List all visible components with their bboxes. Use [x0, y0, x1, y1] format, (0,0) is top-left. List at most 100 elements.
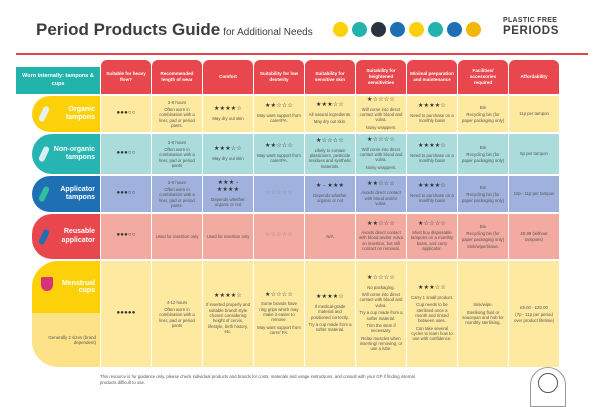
- column-header: Facilities/ accessories required: [458, 60, 508, 94]
- star-rating: ★★★★☆: [418, 183, 446, 190]
- table-cell: ★★★☆☆ May dry out skin: [203, 134, 253, 174]
- star-rating: ★★☆☆☆: [367, 180, 395, 187]
- row-label-text: Menstrual cups: [61, 280, 95, 294]
- table-cell: ★ - ★★★ Depends whether organic or not: [305, 176, 355, 212]
- cups-label: Menstrual cups: [32, 261, 100, 313]
- title-subtitle: for Additional Needs: [223, 27, 313, 38]
- cell-text: Often worn in combination with a liner, …: [159, 106, 195, 129]
- cell-text: Bin: [479, 104, 487, 110]
- product-icon: [333, 22, 348, 37]
- cell-text: Try a cup made from a softer material.: [359, 310, 403, 321]
- comparison-table: Worn internally: tampons & cups Suitable …: [16, 60, 559, 367]
- cell-text: May dry out skin.: [313, 119, 347, 125]
- product-icon: [409, 22, 424, 37]
- cell-text: Relax muscles when inserting/ removing, …: [359, 335, 403, 352]
- cell-text: Often worn in combination with a liner, …: [159, 306, 195, 329]
- brand-line-2: PERIODS: [503, 25, 559, 37]
- cell-text: 11p per tampon: [519, 111, 549, 117]
- cell-text: Sink/wipe/tissue.: [466, 243, 499, 249]
- cell-text: Depends whether organic or not: [313, 192, 347, 204]
- title-text: Period Products Guide: [36, 20, 221, 39]
- star-rating: ★★☆☆☆: [265, 143, 293, 150]
- cell-text: If medical-grade material and positioned…: [311, 303, 349, 320]
- table-cell: ★★★☆☆ All natural ingredients. May dry out…: [305, 96, 355, 132]
- cell-text: No packaging.: [367, 284, 395, 290]
- row-label-non-organic-tampons: Non-organic tampons: [32, 134, 100, 174]
- table-cell: 5p per tampon: [509, 134, 559, 174]
- table-cell: ●●●○○: [101, 214, 151, 259]
- star-rating: ★★★★☆: [418, 103, 446, 110]
- cell-text: If inserted properly and suitable brand/…: [206, 302, 250, 334]
- column-header: Comfort: [203, 60, 253, 94]
- cell-text: Need to purchase on a monthly basis: [410, 152, 454, 164]
- cell-text: £9.00 - £20.00: [520, 304, 548, 310]
- badge-logo: [530, 367, 566, 407]
- star-rating-range: ★★★ - ★★★★: [216, 179, 240, 194]
- table-cell: Bin Recycling bin (for paper packaging on…: [458, 176, 508, 212]
- table-cell: ★★☆☆☆ May want support from carer/PA.: [254, 134, 304, 174]
- flow-drops-rating: ●●●○○: [116, 189, 136, 196]
- table-cell: ●●●○○: [101, 96, 151, 132]
- table-cell: ★☆☆☆☆ Will come into direct contact with …: [356, 96, 406, 132]
- row-label-organic-tampons: Organic tampons: [32, 96, 100, 132]
- table-cell: ★☆☆☆☆ Likely to contain plasticisers, pes…: [305, 134, 355, 174]
- table-cell: ★★★★☆ May dry out skin: [203, 96, 253, 132]
- table-cell: ★★★ - ★★★★ Depends whether organic or not: [203, 176, 253, 212]
- column-header-section: Worn internally: tampons & cups: [16, 67, 100, 94]
- cell-text: Bin: [479, 184, 487, 190]
- cell-text: 4-12 hours: [166, 299, 188, 305]
- row-label-text: Non-organic tampons: [53, 145, 95, 161]
- star-rating: ★☆☆☆☆: [316, 138, 344, 145]
- cell-text: All natural ingredients.: [308, 111, 352, 117]
- star-rating-range: ★ - ★★★: [315, 183, 345, 190]
- product-icon: [428, 22, 443, 37]
- brand-line-1: PLASTIC FREE: [503, 17, 558, 24]
- cell-text: Need to purchase on a monthly basis: [410, 112, 454, 124]
- disclaimer: This resource is for guidance only, plea…: [100, 374, 415, 386]
- table-cell: ●●●●●: [101, 261, 151, 367]
- page-title: Period Products Guide for Additional Need…: [36, 20, 313, 40]
- table-cell: Bin Recycling bin (for paper packaging on…: [458, 214, 508, 259]
- menstrual-cup-icon: [41, 277, 53, 291]
- star-rating: ★★★☆☆: [418, 285, 446, 292]
- table-cell: ★☆☆☆☆ Must buy disposable tampons on a mo…: [407, 214, 457, 259]
- table-cell: ★☆☆☆☆ No packaging. Will come into direct …: [356, 261, 406, 367]
- cell-text: Avoids direct contact with blood and/or …: [361, 190, 401, 206]
- cell-text: Used for insertion only: [155, 233, 199, 239]
- star-rating: ★★★★☆: [316, 294, 344, 301]
- product-icon: [466, 22, 481, 37]
- cell-text: Likely to contain plasticisers, pesticid…: [308, 147, 352, 169]
- cell-text: Sterilising fluid or saucepan and hob fo…: [462, 309, 504, 326]
- cell-text: Need to purchase on a monthly basis: [410, 192, 454, 204]
- table-cell: Used for insertion only: [203, 214, 253, 259]
- cell-text: May want support from carer/PA.: [257, 112, 301, 124]
- table-cell: ☆☆☆☆☆: [254, 176, 304, 212]
- row-label-reusable-applicator: Reusable applicator: [32, 214, 100, 259]
- cell-text: May want support from carer/ PA.: [257, 324, 301, 335]
- table-cell: 10p - 11p per tampon: [509, 176, 559, 212]
- flow-drops-rating: ●●●○○: [116, 232, 136, 239]
- divider: [16, 53, 588, 55]
- column-header: Suitability for sensitive skin: [305, 60, 355, 94]
- cell-text: Bin: [479, 144, 487, 150]
- cell-text: Can take several cycles to learn how to …: [411, 325, 453, 342]
- flow-drops-rating: ●●●○○: [116, 109, 136, 116]
- row-label-text: Applicator tampons: [60, 185, 95, 201]
- product-icon: [371, 22, 386, 37]
- table-cell: ★★★☆☆ Carry 1 small product. Cup needs to …: [407, 261, 457, 367]
- product-icon: [447, 22, 462, 37]
- table-cell: Used for insertion only: [152, 214, 202, 259]
- cell-text: Noisy wrappers.: [365, 164, 397, 170]
- cell-text: May want support from carer/PA.: [257, 152, 301, 164]
- cell-text: Sink/wipe.: [473, 302, 493, 308]
- table-cell: ☆☆☆☆☆: [254, 214, 304, 259]
- cell-text: £9.99 (without tampons): [520, 231, 548, 242]
- table-cell: ★★☆☆☆ Avoids direct contact with blood an…: [356, 176, 406, 212]
- star-rating: ★☆☆☆☆: [367, 97, 395, 104]
- table-cell: ★★★★☆ If inserted properly and suitable b…: [203, 261, 253, 367]
- cell-text: 5p per tampon: [520, 151, 548, 157]
- column-header: Recommended length of wear: [152, 60, 202, 94]
- cell-text: Trim the stem if necessary.: [366, 322, 396, 334]
- column-header: Affordability: [509, 60, 559, 94]
- cell-text: (7p - 11p per period over product lifeti…: [513, 312, 555, 323]
